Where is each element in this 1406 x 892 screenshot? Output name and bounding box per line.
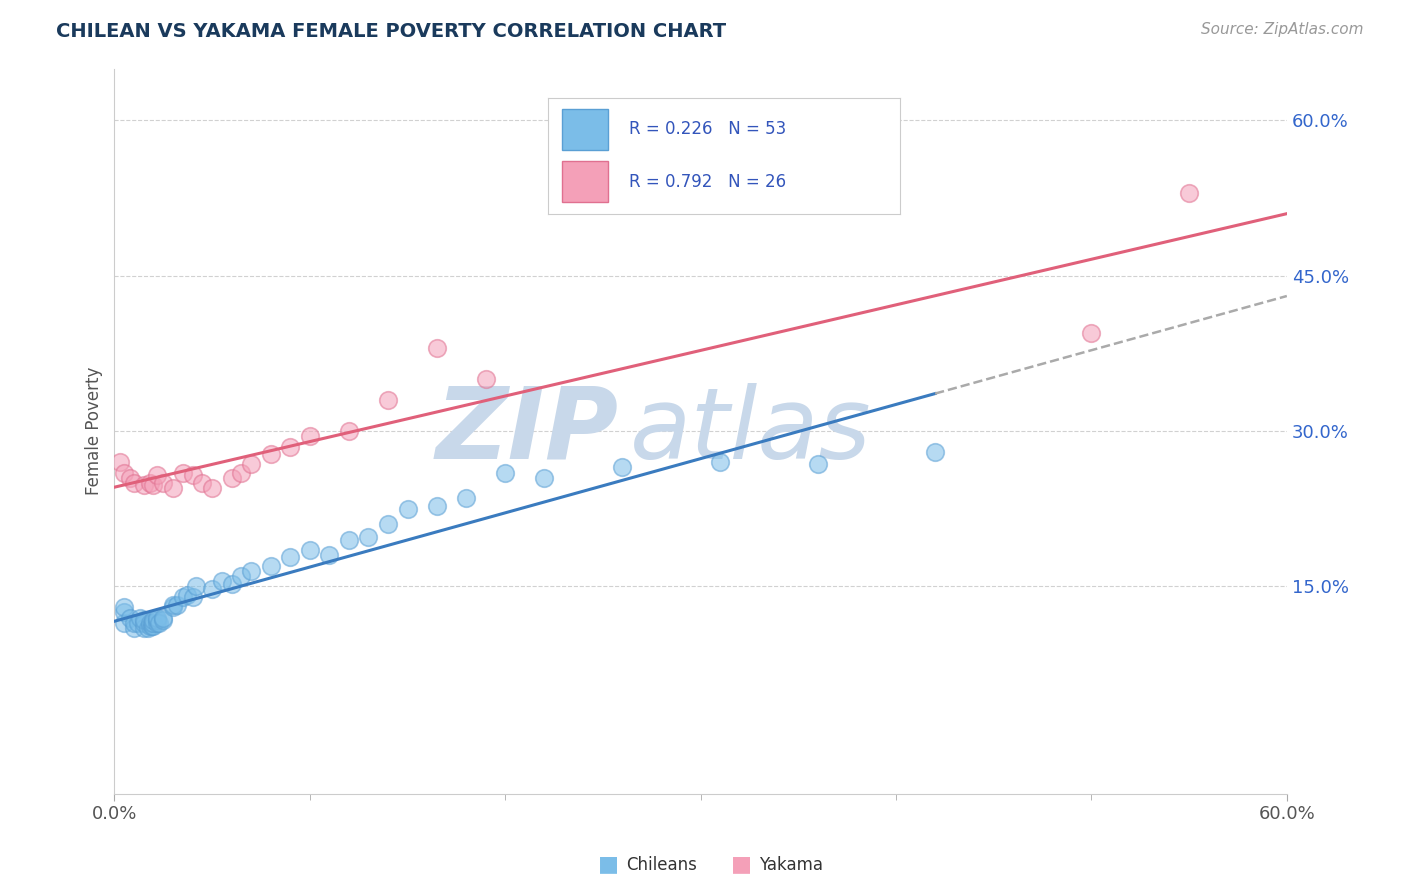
Point <box>122 621 145 635</box>
Point <box>110 455 132 469</box>
Point <box>122 475 145 490</box>
Point <box>1080 326 1102 340</box>
Point <box>186 579 208 593</box>
Text: Chileans: Chileans <box>626 855 696 873</box>
Point <box>201 582 224 596</box>
Point <box>231 569 253 583</box>
Text: CHILEAN VS YAKAMA FEMALE POVERTY CORRELATION CHART: CHILEAN VS YAKAMA FEMALE POVERTY CORRELA… <box>56 22 727 41</box>
Point <box>166 598 188 612</box>
Point <box>337 533 360 547</box>
Text: Source: ZipAtlas.com: Source: ZipAtlas.com <box>1201 22 1364 37</box>
Point <box>112 600 135 615</box>
Point <box>1178 186 1201 200</box>
Point <box>298 429 321 443</box>
Point <box>138 475 160 490</box>
Point <box>162 598 184 612</box>
Point <box>128 610 150 624</box>
Point <box>240 564 263 578</box>
Point <box>201 481 224 495</box>
Point <box>474 372 496 386</box>
Point <box>127 615 149 630</box>
Point <box>152 610 174 624</box>
Point <box>142 619 165 633</box>
Point <box>377 517 399 532</box>
Point <box>132 613 155 627</box>
Point <box>146 613 169 627</box>
Point <box>112 615 135 630</box>
Point <box>211 574 233 589</box>
Point <box>142 478 165 492</box>
Point <box>191 475 214 490</box>
Point <box>533 471 555 485</box>
Point <box>146 610 169 624</box>
Point <box>136 621 159 635</box>
Point <box>122 615 145 630</box>
Point <box>118 471 141 485</box>
Point <box>176 588 198 602</box>
Point <box>278 440 301 454</box>
Point <box>357 530 380 544</box>
Point <box>152 613 174 627</box>
Point <box>426 341 449 355</box>
Point <box>112 466 135 480</box>
Point <box>260 447 283 461</box>
Point <box>377 392 399 407</box>
Point <box>141 615 163 630</box>
Point <box>172 466 194 480</box>
Point <box>337 424 360 438</box>
Point <box>141 619 163 633</box>
Text: ■: ■ <box>731 854 752 873</box>
Point <box>807 457 830 471</box>
Point <box>132 621 155 635</box>
Point <box>456 491 478 506</box>
Text: ZIP: ZIP <box>436 383 619 480</box>
Point <box>396 501 419 516</box>
Point <box>142 615 165 630</box>
Point <box>612 460 634 475</box>
Point <box>118 610 141 624</box>
Point <box>924 445 946 459</box>
Y-axis label: Female Poverty: Female Poverty <box>86 367 103 495</box>
Point <box>181 590 204 604</box>
Point <box>221 471 243 485</box>
Point <box>240 457 263 471</box>
Point <box>278 550 301 565</box>
Point <box>138 619 160 633</box>
Point <box>162 600 184 615</box>
Point <box>426 499 449 513</box>
Text: ■: ■ <box>598 854 619 873</box>
Text: Yakama: Yakama <box>759 855 824 873</box>
Point <box>112 606 135 620</box>
Point <box>146 615 169 630</box>
Point <box>260 558 283 573</box>
Point <box>132 615 155 630</box>
Point <box>146 467 169 482</box>
Point <box>162 481 184 495</box>
Point <box>231 466 253 480</box>
Point <box>221 577 243 591</box>
Point <box>298 543 321 558</box>
Point <box>181 467 204 482</box>
Text: atlas: atlas <box>630 383 872 480</box>
Point <box>148 615 170 630</box>
Point <box>152 475 174 490</box>
Point <box>494 466 516 480</box>
Point <box>318 549 340 563</box>
Point <box>132 478 155 492</box>
Point <box>138 615 160 630</box>
Point <box>172 590 194 604</box>
Point <box>709 455 731 469</box>
Point <box>142 613 165 627</box>
